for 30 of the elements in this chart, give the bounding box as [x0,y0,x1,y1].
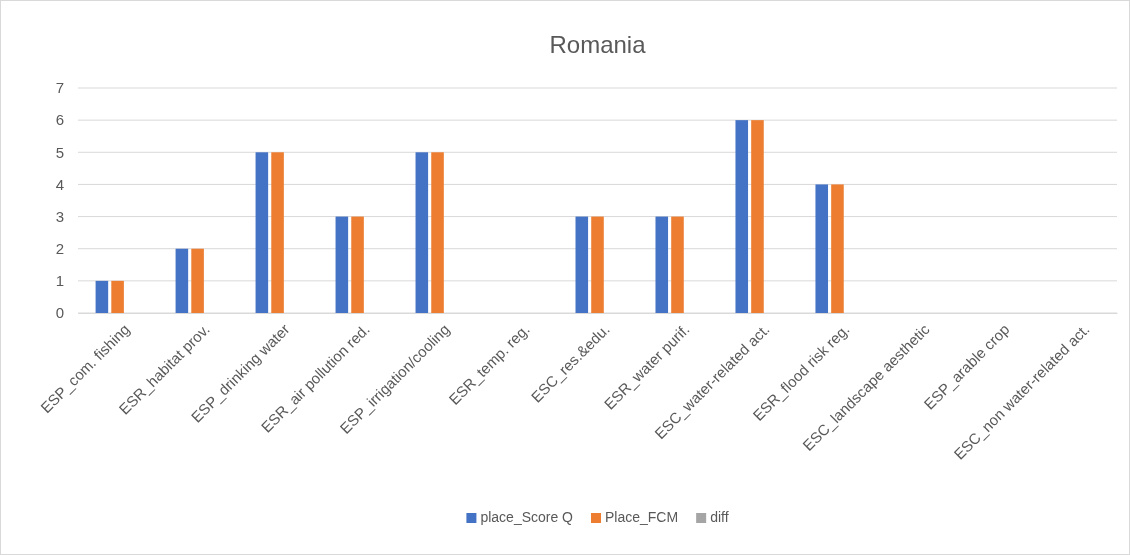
y-tick-label: 0 [55,304,64,322]
bar [271,152,284,313]
bar [591,216,604,313]
bar [415,152,429,313]
y-tick-label: 6 [55,111,64,129]
bar [831,184,844,313]
bar [575,216,589,313]
legend-label: Place_FCM [605,509,679,525]
chart-title: Romania [549,31,647,58]
legend-label: place_Score Q [480,509,574,525]
bar [671,216,684,313]
y-tick-label: 1 [55,272,64,290]
bar [191,248,204,313]
bar [735,120,749,313]
y-tick-label: 7 [55,79,64,97]
legend-label: diff [710,509,729,525]
bar [175,248,189,313]
bar [751,120,764,313]
bar [351,216,364,313]
bar [335,216,349,313]
bar [431,152,444,313]
bar [255,152,269,313]
y-tick-label: 2 [55,240,64,258]
y-tick-label: 5 [55,143,64,161]
bar [95,280,109,313]
y-tick-label: 4 [55,175,64,193]
bar [111,280,124,313]
bar [655,216,669,313]
bar [815,184,829,313]
y-tick-label: 3 [55,207,64,225]
